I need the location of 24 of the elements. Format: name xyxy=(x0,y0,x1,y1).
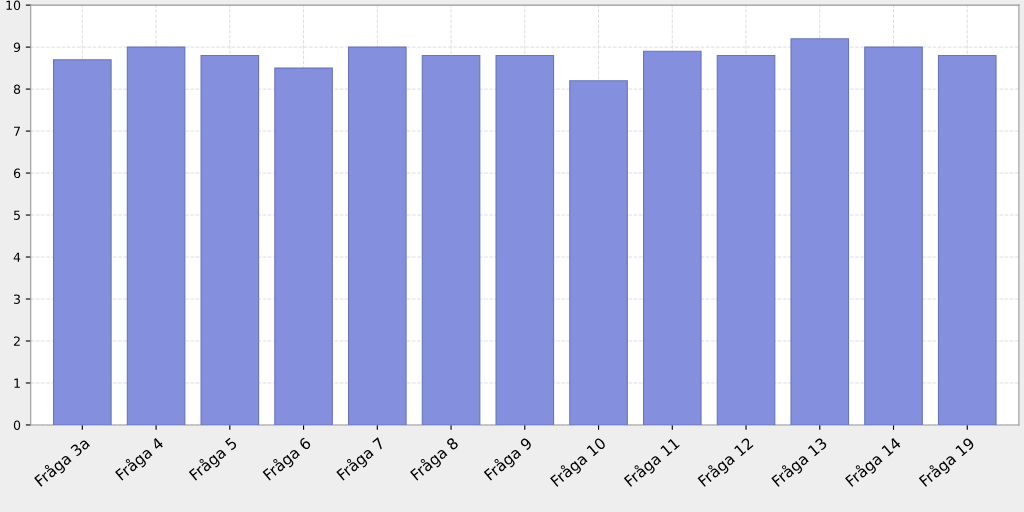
bar xyxy=(421,54,481,425)
y-tick-label: 1 xyxy=(14,378,20,388)
y-tick-label: 4 xyxy=(13,252,21,262)
bar xyxy=(716,54,776,425)
bar xyxy=(347,46,407,425)
y-tick-label: 9 xyxy=(13,42,21,53)
bar xyxy=(864,46,923,425)
bar xyxy=(642,50,702,425)
bar xyxy=(937,54,997,425)
bar xyxy=(53,59,112,425)
y-tick-label: 7 xyxy=(14,126,20,136)
y-tick-label: 8 xyxy=(13,84,21,95)
bar xyxy=(569,80,628,425)
y-tick-label: 3 xyxy=(14,294,20,304)
y-tick-label: 6 xyxy=(13,168,21,178)
y-tick-label: 5 xyxy=(14,210,20,220)
bar xyxy=(126,46,186,425)
y-tick-label: 2 xyxy=(13,336,20,346)
bar xyxy=(790,38,850,425)
y-tick-label: 0 xyxy=(13,420,21,430)
y-tick-label: 10 xyxy=(6,0,21,11)
bar xyxy=(274,67,333,425)
bar xyxy=(495,54,555,425)
bar xyxy=(200,54,260,425)
